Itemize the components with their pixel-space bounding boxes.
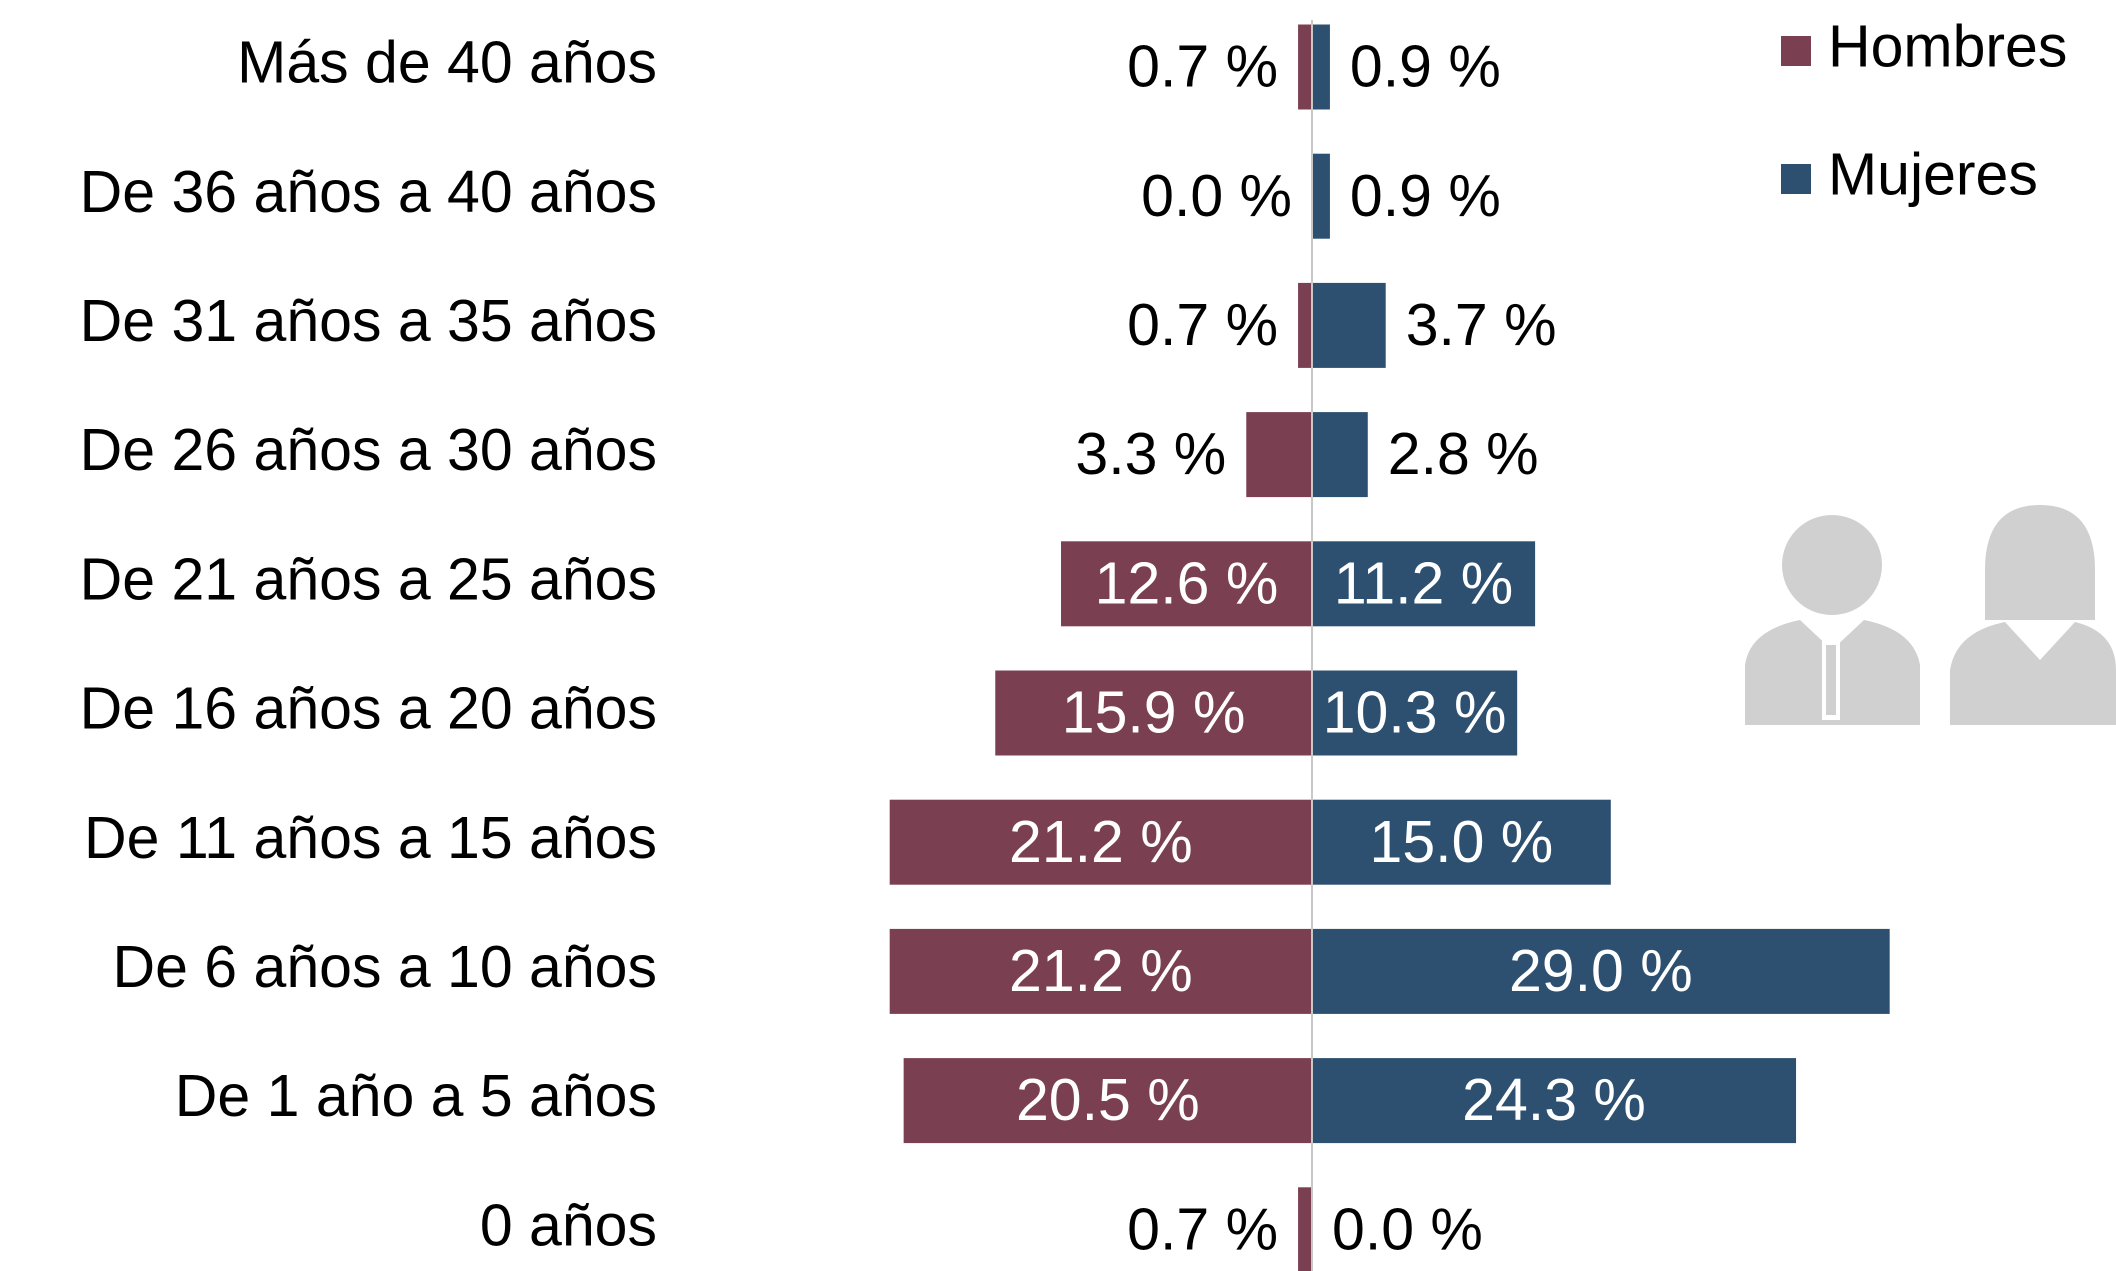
value-label: 24.3 % — [1462, 1067, 1646, 1133]
legend-swatch — [1781, 36, 1811, 66]
bar — [889, 928, 1312, 1014]
bar — [1312, 799, 1611, 885]
value-label: 21.2 % — [1009, 938, 1193, 1004]
value-label: 10.3 % — [1323, 680, 1507, 746]
bar — [1061, 541, 1312, 627]
category-label: De 21 años a 25 años — [80, 546, 657, 612]
value-label: 15.0 % — [1370, 809, 1554, 875]
value-label: 29.0 % — [1509, 938, 1693, 1004]
bar — [1312, 24, 1330, 110]
category-label: Más de 40 años — [237, 30, 657, 96]
bar — [1312, 928, 1890, 1014]
bar — [1246, 412, 1312, 498]
value-label: 12.6 % — [1095, 550, 1279, 616]
category-label: De 36 años a 40 años — [80, 159, 657, 225]
value-label: 3.3 % — [1075, 421, 1226, 487]
category-label: 0 años — [480, 1192, 657, 1258]
category-label: De 16 años a 20 años — [80, 676, 657, 742]
category-label: De 1 año a 5 años — [175, 1063, 657, 1129]
category-label: De 11 años a 15 años — [84, 805, 657, 871]
people-icons — [1745, 505, 2116, 725]
value-label: 0.7 % — [1127, 1196, 1278, 1262]
bar — [1298, 1187, 1312, 1271]
bar — [1312, 670, 1518, 756]
bar — [1298, 24, 1312, 110]
bar — [995, 670, 1312, 756]
value-label: 0.0 % — [1332, 1196, 1483, 1262]
bar — [1312, 541, 1536, 627]
value-label: 0.9 % — [1350, 163, 1501, 229]
value-label: 2.8 % — [1388, 421, 1539, 487]
category-label: De 31 años a 35 años — [80, 288, 657, 354]
bar — [1312, 153, 1330, 239]
value-label: 0.7 % — [1127, 292, 1278, 358]
value-label: 3.7 % — [1406, 292, 1557, 358]
bar — [1312, 282, 1386, 368]
value-label: 15.9 % — [1062, 680, 1246, 746]
value-label: 21.2 % — [1009, 809, 1193, 875]
value-label: 0.9 % — [1350, 34, 1501, 100]
category-label: De 26 años a 30 años — [80, 417, 657, 483]
bar — [903, 1058, 1312, 1144]
value-label: 0.7 % — [1127, 34, 1278, 100]
value-label: 11.2 % — [1334, 550, 1513, 616]
bar — [1298, 282, 1312, 368]
value-label: 20.5 % — [1016, 1067, 1200, 1133]
value-label: 0.0 % — [1141, 163, 1292, 229]
category-label: De 6 años a 10 años — [112, 934, 657, 1000]
bar — [889, 799, 1312, 885]
bar — [1312, 412, 1368, 498]
legend-label: Hombres — [1828, 14, 2067, 80]
legend-swatch — [1781, 164, 1811, 194]
bar — [1312, 1058, 1797, 1144]
legend-label: Mujeres — [1828, 142, 2038, 208]
